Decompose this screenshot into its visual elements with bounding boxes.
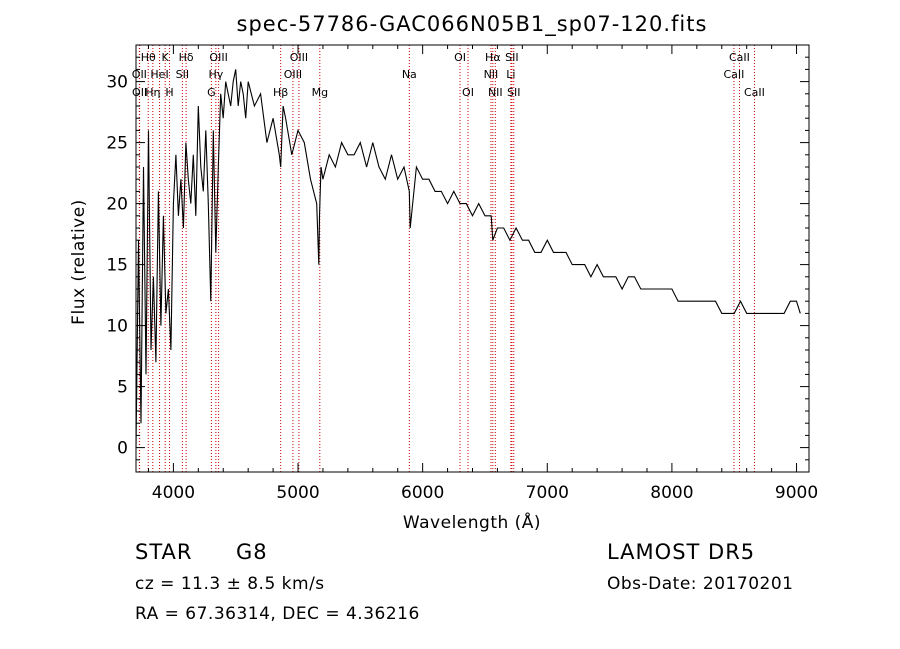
y-tick-label: 25 [106, 134, 128, 154]
x-tick-label: 6000 [401, 483, 444, 503]
line-marker-label: K [162, 51, 170, 64]
x-tick-label: 4000 [152, 483, 195, 503]
x-axis: 4000 5000 6000 7000 8000 9000 [147, 45, 818, 503]
x-axis-label: Wavelength (Å) [403, 511, 541, 533]
line-marker-label: G [207, 86, 216, 99]
y-axis: 0 5 10 15 20 25 30 [106, 56, 809, 461]
line-marker-label: CaII [729, 51, 750, 64]
line-marker-label: Hβ [273, 86, 288, 99]
line-marker-label: Mg [312, 86, 328, 99]
y-tick-label: 30 [106, 73, 128, 93]
y-tick-label: 10 [106, 317, 128, 337]
velocity-readout: cz = 11.3 ± 8.5 km/s [135, 574, 325, 594]
object-subclass: G8 [236, 540, 268, 564]
observation-date: Obs-Date: 20170201 [607, 574, 794, 594]
x-tick-label: 9000 [775, 483, 818, 503]
x-tick-label: 8000 [650, 483, 693, 503]
plot-frame [135, 44, 810, 473]
line-marker-label: OI [454, 51, 466, 64]
spectrum-line [135, 69, 801, 448]
line-marker-label: SII [176, 68, 189, 81]
line-markers [138, 45, 755, 472]
line-marker-label: H [165, 86, 173, 99]
line-marker-labels: HθOIIOIIHηHeIKHHδSIIGOIIIHγHβOIIIOIIIMgN… [132, 51, 765, 99]
line-marker-label: Hα [485, 51, 501, 64]
line-marker-label: OII [132, 68, 147, 81]
sky-coordinates: RA = 67.36314, DEC = 4.36216 [135, 604, 420, 624]
object-class: STAR [135, 540, 193, 564]
line-marker-label: SII [507, 86, 520, 99]
line-marker-label: SII [505, 51, 518, 64]
line-marker-label: Na [402, 68, 417, 81]
x-tick-label: 5000 [276, 483, 319, 503]
line-marker-label: NII [488, 86, 503, 99]
y-tick-label: 20 [106, 195, 128, 215]
line-marker-label: Hδ [179, 51, 194, 64]
line-marker-label: Hγ [208, 68, 223, 81]
y-tick-label: 15 [106, 256, 128, 276]
line-marker-label: Li [506, 68, 515, 81]
chart-title: spec-57786-GAC066N05B1_sp07-120.fits [237, 12, 708, 37]
y-axis-label: Flux (relative) [69, 199, 89, 325]
line-marker-label: NII [484, 68, 499, 81]
line-marker-label: CaII [724, 68, 745, 81]
line-marker-label: Hη [145, 86, 160, 99]
line-marker-label: Hθ [141, 51, 156, 64]
line-marker-label: OI [462, 86, 474, 99]
y-tick-label: 0 [117, 439, 128, 459]
x-tick-label: 7000 [526, 483, 569, 503]
line-marker-label: HeI [150, 68, 168, 81]
survey-name: LAMOST DR5 [607, 540, 756, 564]
line-marker-label: OIII [209, 51, 227, 64]
line-marker-label: OIII [284, 68, 302, 81]
line-marker-label: CaII [744, 86, 765, 99]
line-marker-label: OIII [290, 51, 308, 64]
y-tick-label: 5 [117, 378, 128, 398]
